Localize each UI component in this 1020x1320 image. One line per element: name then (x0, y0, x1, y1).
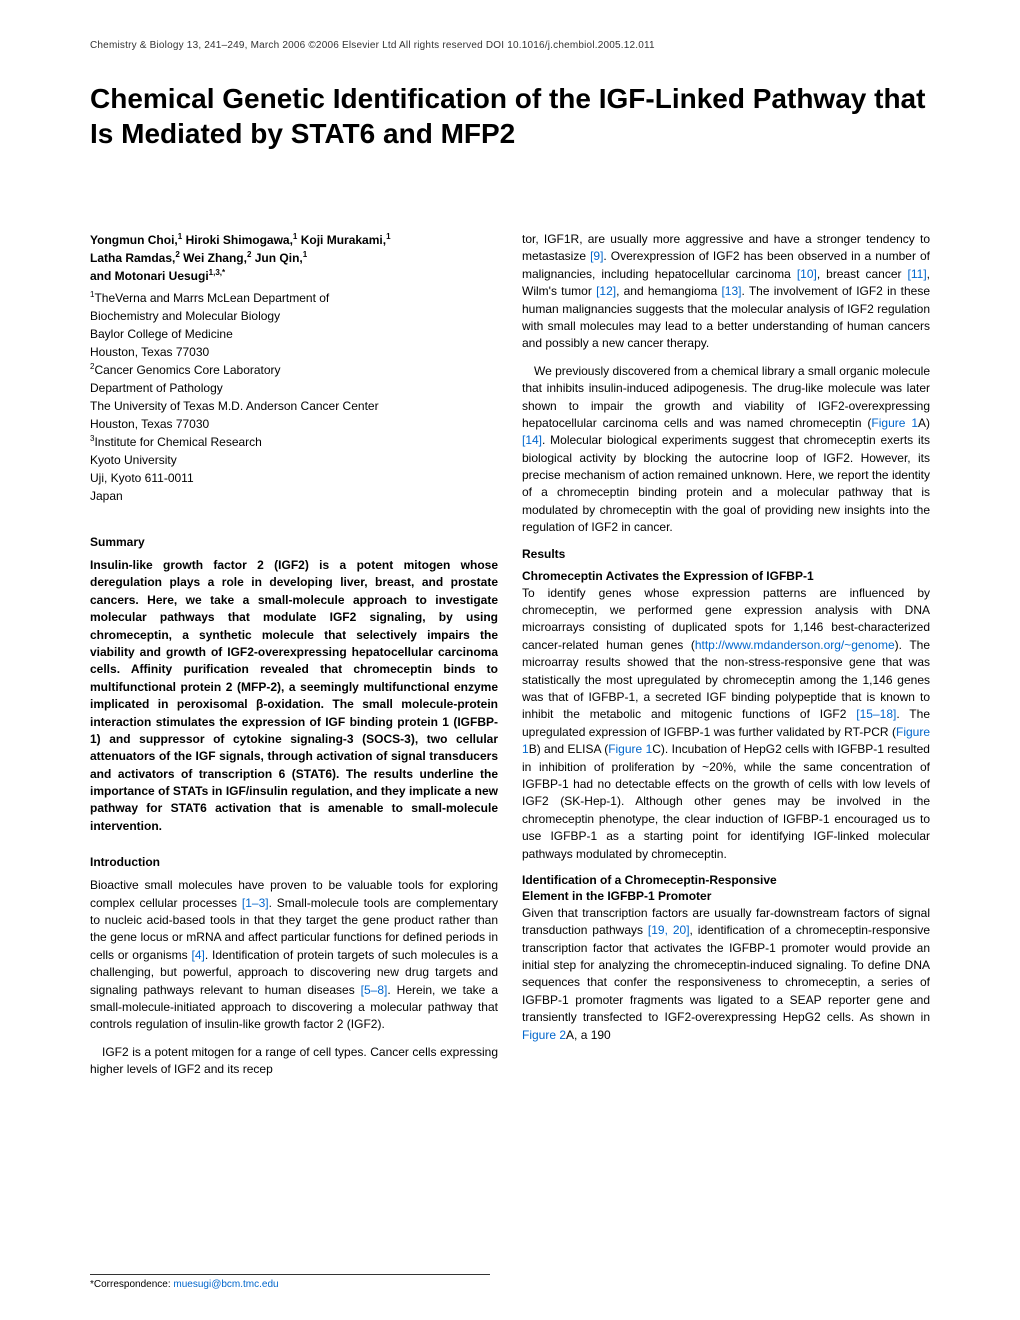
summary-paragraph: Insulin-like growth factor 2 (IGF2) is a… (90, 557, 498, 835)
affil-sup: 1,3,* (209, 268, 225, 277)
text-run: , breast cancer (817, 267, 908, 281)
text-run: A) (918, 416, 930, 430)
figure-link[interactable]: Figure 1 (871, 416, 918, 430)
affil-sup: 1 (178, 232, 182, 241)
author: Latha Ramdas, (90, 251, 175, 265)
intro-paragraph-1: Bioactive small molecules have proven to… (90, 877, 498, 1034)
affil-sup: 2 (175, 250, 179, 259)
citation-link[interactable]: [15–18] (856, 707, 896, 721)
author: Hiroki Shimogawa, (186, 233, 293, 247)
affil-sup: 1 (386, 232, 390, 241)
affil-line: Cancer Genomics Core Laboratory (94, 363, 280, 377)
citation-link[interactable]: [14] (522, 433, 542, 447)
text-run: , identification of a chromeceptin-respo… (522, 923, 930, 1024)
journal-header: Chemistry & Biology 13, 241–249, March 2… (90, 40, 930, 51)
correspondence-email[interactable]: muesugi@bcm.tmc.edu (173, 1279, 278, 1290)
author: and Motonari Uesugi (90, 269, 209, 283)
citation-link[interactable]: [1–3] (242, 896, 269, 910)
author: Yongmun Choi, (90, 233, 178, 247)
two-column-layout: Yongmun Choi,1 Hiroki Shimogawa,1 Koji M… (90, 231, 930, 1089)
results-subheading-1: Chromeceptin Activates the Expression of… (522, 569, 930, 583)
text-run: . Molecular biological experiments sugge… (522, 433, 930, 534)
text-run: A, a 190 (566, 1028, 611, 1042)
intro-continuation: tor, IGF1R, are usually more aggressive … (522, 231, 930, 353)
affil-line: Biochemistry and Molecular Biology (90, 309, 280, 323)
results-paragraph-2: Given that transcription factors are usu… (522, 905, 930, 1044)
affil-sup: 1 (293, 232, 297, 241)
author-list: Yongmun Choi,1 Hiroki Shimogawa,1 Koji M… (90, 231, 498, 285)
affil-sup: 1 (303, 250, 307, 259)
text-run: We previously discovered from a chemical… (522, 364, 930, 430)
introduction-heading: Introduction (90, 855, 498, 869)
affil-sup: 2 (247, 250, 251, 259)
citation-link[interactable]: [12] (596, 284, 616, 298)
affil-line: TheVerna and Marrs McLean Department of (94, 291, 329, 305)
intro-paragraph-2: IGF2 is a potent mitogen for a range of … (90, 1044, 498, 1079)
figure-link[interactable]: Figure 2 (522, 1028, 566, 1042)
author: Koji Murakami, (301, 233, 386, 247)
citation-link[interactable]: [9] (590, 249, 603, 263)
correspondence-footer: *Correspondence: muesugi@bcm.tmc.edu (90, 1274, 490, 1290)
affil-line: The University of Texas M.D. Anderson Ca… (90, 399, 379, 413)
affil-line: Kyoto University (90, 453, 177, 467)
text-run: , and hemangioma (616, 284, 721, 298)
affiliation-block: 1TheVerna and Marrs McLean Department of… (90, 289, 498, 505)
citation-link[interactable]: [10] (797, 267, 817, 281)
affil-line: Baylor College of Medicine (90, 327, 233, 341)
correspondence-label: *Correspondence: (90, 1279, 173, 1290)
summary-heading: Summary (90, 535, 498, 549)
affil-line: Japan (90, 489, 123, 503)
figure-link[interactable]: Figure 1 (608, 742, 652, 756)
results-heading: Results (522, 547, 930, 561)
author: Jun Qin, (255, 251, 303, 265)
results-subheading-2a: Identification of a Chromeceptin-Respons… (522, 873, 930, 887)
affil-line: Uji, Kyoto 611-0011 (90, 471, 194, 485)
affil-line: Institute for Chemical Research (94, 435, 261, 449)
url-link[interactable]: http://www.mdanderson.org/~genome (695, 638, 895, 652)
results-paragraph-1: To identify genes whose expression patte… (522, 585, 930, 863)
right-column: tor, IGF1R, are usually more aggressive … (522, 231, 930, 1089)
affil-line: Houston, Texas 77030 (90, 417, 209, 431)
results-subheading-2b: Element in the IGFBP-1 Promoter (522, 889, 930, 903)
citation-link[interactable]: [5–8] (361, 983, 388, 997)
citation-link[interactable]: [11] (908, 267, 927, 281)
left-column: Yongmun Choi,1 Hiroki Shimogawa,1 Koji M… (90, 231, 498, 1089)
text-run: B) and ELISA ( (529, 742, 609, 756)
citation-link[interactable]: [13] (721, 284, 741, 298)
intro-paragraph-3: We previously discovered from a chemical… (522, 363, 930, 537)
text-run: C). Incubation of HepG2 cells with IGFBP… (522, 742, 930, 860)
author: Wei Zhang, (183, 251, 247, 265)
citation-link[interactable]: [4] (191, 948, 204, 962)
citation-link[interactable]: [19, 20] (648, 923, 690, 937)
affil-line: Department of Pathology (90, 381, 223, 395)
affil-line: Houston, Texas 77030 (90, 345, 209, 359)
article-title: Chemical Genetic Identification of the I… (90, 81, 930, 151)
